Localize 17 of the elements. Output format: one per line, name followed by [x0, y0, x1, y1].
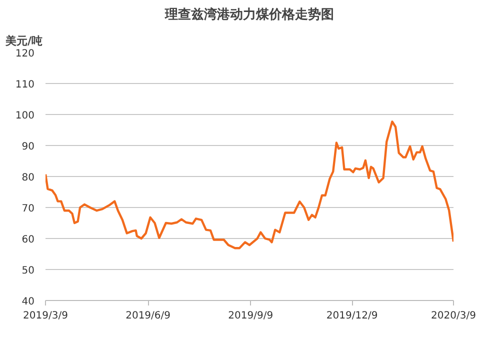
x-tick-label: 2019/6/9	[126, 310, 171, 322]
x-tick-label: 2019/3/9	[23, 310, 68, 322]
y-axis-title: 美元/吨	[4, 34, 43, 48]
line-series	[46, 120, 454, 250]
y-tick-label: 110	[15, 80, 35, 90]
y-tick-label: 60	[22, 234, 35, 246]
y-tick-label: 50	[22, 266, 35, 276]
x-tick-label: 2020/3/9	[431, 310, 476, 322]
y-tick-label: 100	[15, 110, 35, 122]
y-tick-label: 70	[22, 204, 35, 214]
x-tick-label: 2019/9/9	[228, 310, 274, 322]
y-tick-label: 90	[22, 142, 35, 152]
y-tick-label: 40	[22, 296, 35, 308]
y-tick-label: 120	[15, 48, 35, 60]
chart-title: 理查兹湾港动力煤价格走势图	[164, 6, 334, 22]
y-tick-label: 80	[22, 172, 35, 184]
x-tick-label: 2019/12/9	[326, 310, 378, 322]
